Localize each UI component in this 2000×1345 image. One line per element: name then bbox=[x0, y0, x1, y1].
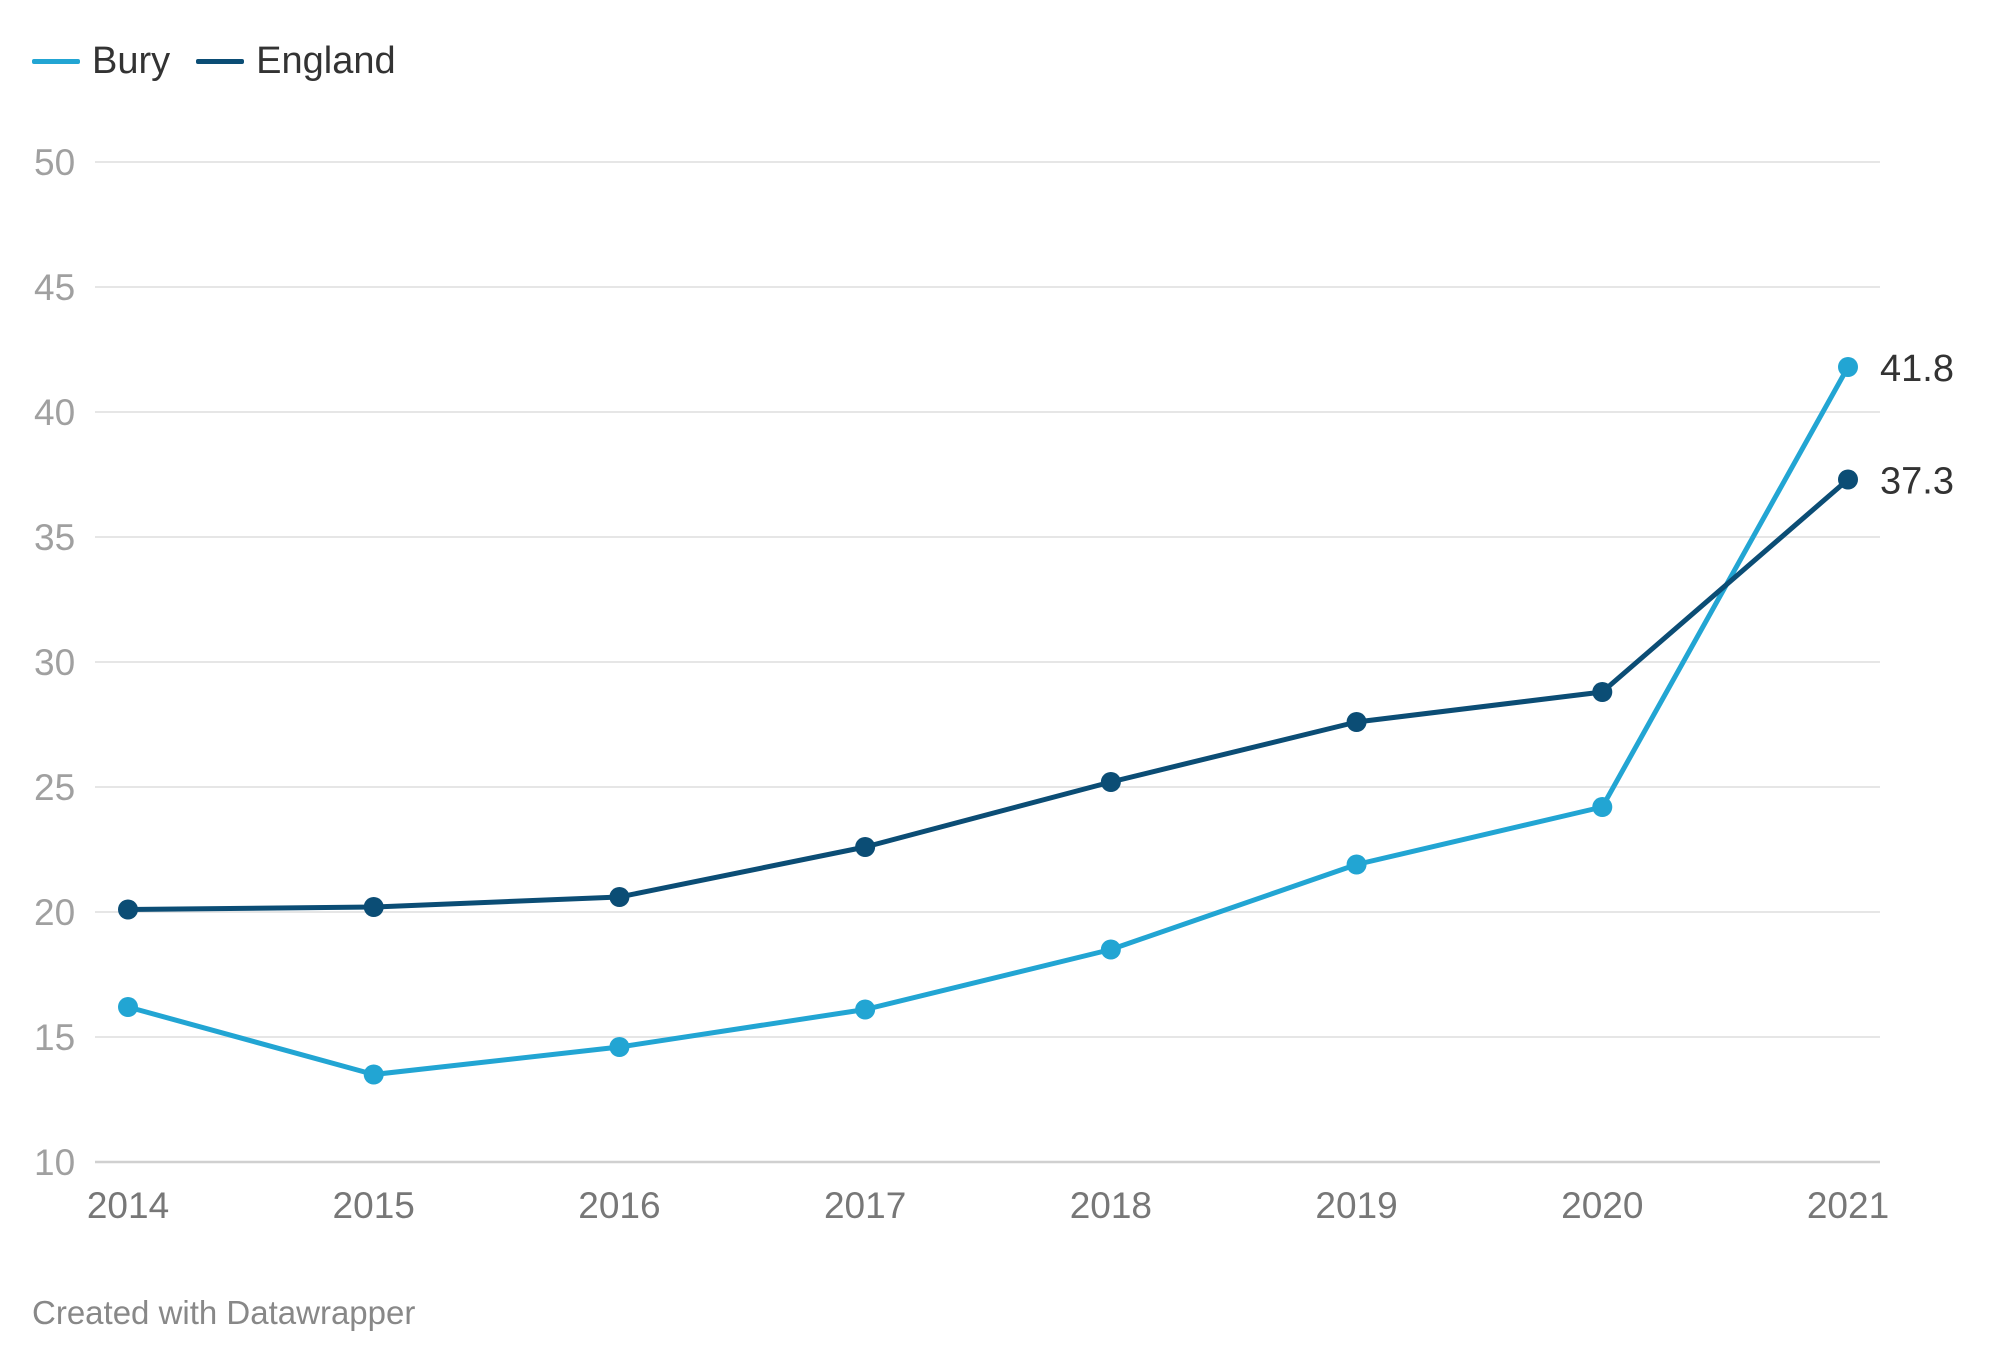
legend-item-bury: Bury bbox=[32, 40, 170, 83]
y-tick-label: 20 bbox=[34, 892, 75, 933]
data-point-bury bbox=[1592, 797, 1613, 817]
data-point-england bbox=[855, 837, 876, 857]
x-tick-label: 2019 bbox=[1315, 1185, 1397, 1226]
chart-legend: Bury England bbox=[32, 40, 396, 83]
x-tick-label: 2014 bbox=[87, 1185, 169, 1226]
x-tick-label: 2016 bbox=[578, 1185, 660, 1226]
x-tick-label: 2020 bbox=[1561, 1185, 1643, 1226]
data-point-england bbox=[363, 897, 384, 917]
legend-swatch-england bbox=[196, 59, 245, 64]
data-point-bury bbox=[1100, 939, 1121, 960]
y-tick-label: 45 bbox=[34, 267, 75, 308]
y-tick-label: 40 bbox=[34, 392, 75, 433]
data-point-bury bbox=[363, 1064, 384, 1085]
y-tick-label: 10 bbox=[34, 1142, 75, 1183]
data-point-england bbox=[1100, 772, 1121, 792]
data-point-england bbox=[609, 887, 630, 907]
x-tick-label: 2017 bbox=[824, 1185, 906, 1226]
data-point-bury bbox=[118, 997, 138, 1017]
legend-label-bury: Bury bbox=[92, 40, 171, 82]
x-tick-label: 2021 bbox=[1807, 1185, 1889, 1226]
end-value-label-england: 37.3 bbox=[1880, 461, 1954, 503]
data-point-bury bbox=[1346, 854, 1367, 875]
data-point-bury bbox=[609, 1037, 630, 1057]
data-point-bury bbox=[855, 999, 876, 1020]
data-point-england bbox=[1838, 469, 1858, 490]
y-tick-label: 25 bbox=[34, 767, 75, 808]
y-tick-label: 35 bbox=[34, 517, 75, 558]
x-tick-label: 2015 bbox=[333, 1185, 415, 1226]
data-point-bury bbox=[1838, 357, 1858, 377]
legend-item-england: England bbox=[196, 40, 396, 83]
end-value-label-bury: 41.8 bbox=[1880, 348, 1954, 390]
footer-credit: Created with Datawrapper bbox=[32, 1294, 416, 1331]
series-line-england bbox=[125, 477, 1851, 912]
x-tick-label: 2018 bbox=[1070, 1185, 1152, 1226]
data-point-england bbox=[118, 899, 138, 920]
y-tick-label: 15 bbox=[34, 1017, 75, 1058]
legend-label-england: England bbox=[256, 40, 396, 82]
data-point-england bbox=[1346, 712, 1367, 732]
data-point-england bbox=[1592, 682, 1613, 702]
y-tick-label: 50 bbox=[34, 142, 75, 183]
legend-swatch-bury bbox=[32, 59, 80, 64]
y-tick-label: 30 bbox=[34, 642, 75, 683]
series-line-bury bbox=[125, 364, 1851, 1077]
